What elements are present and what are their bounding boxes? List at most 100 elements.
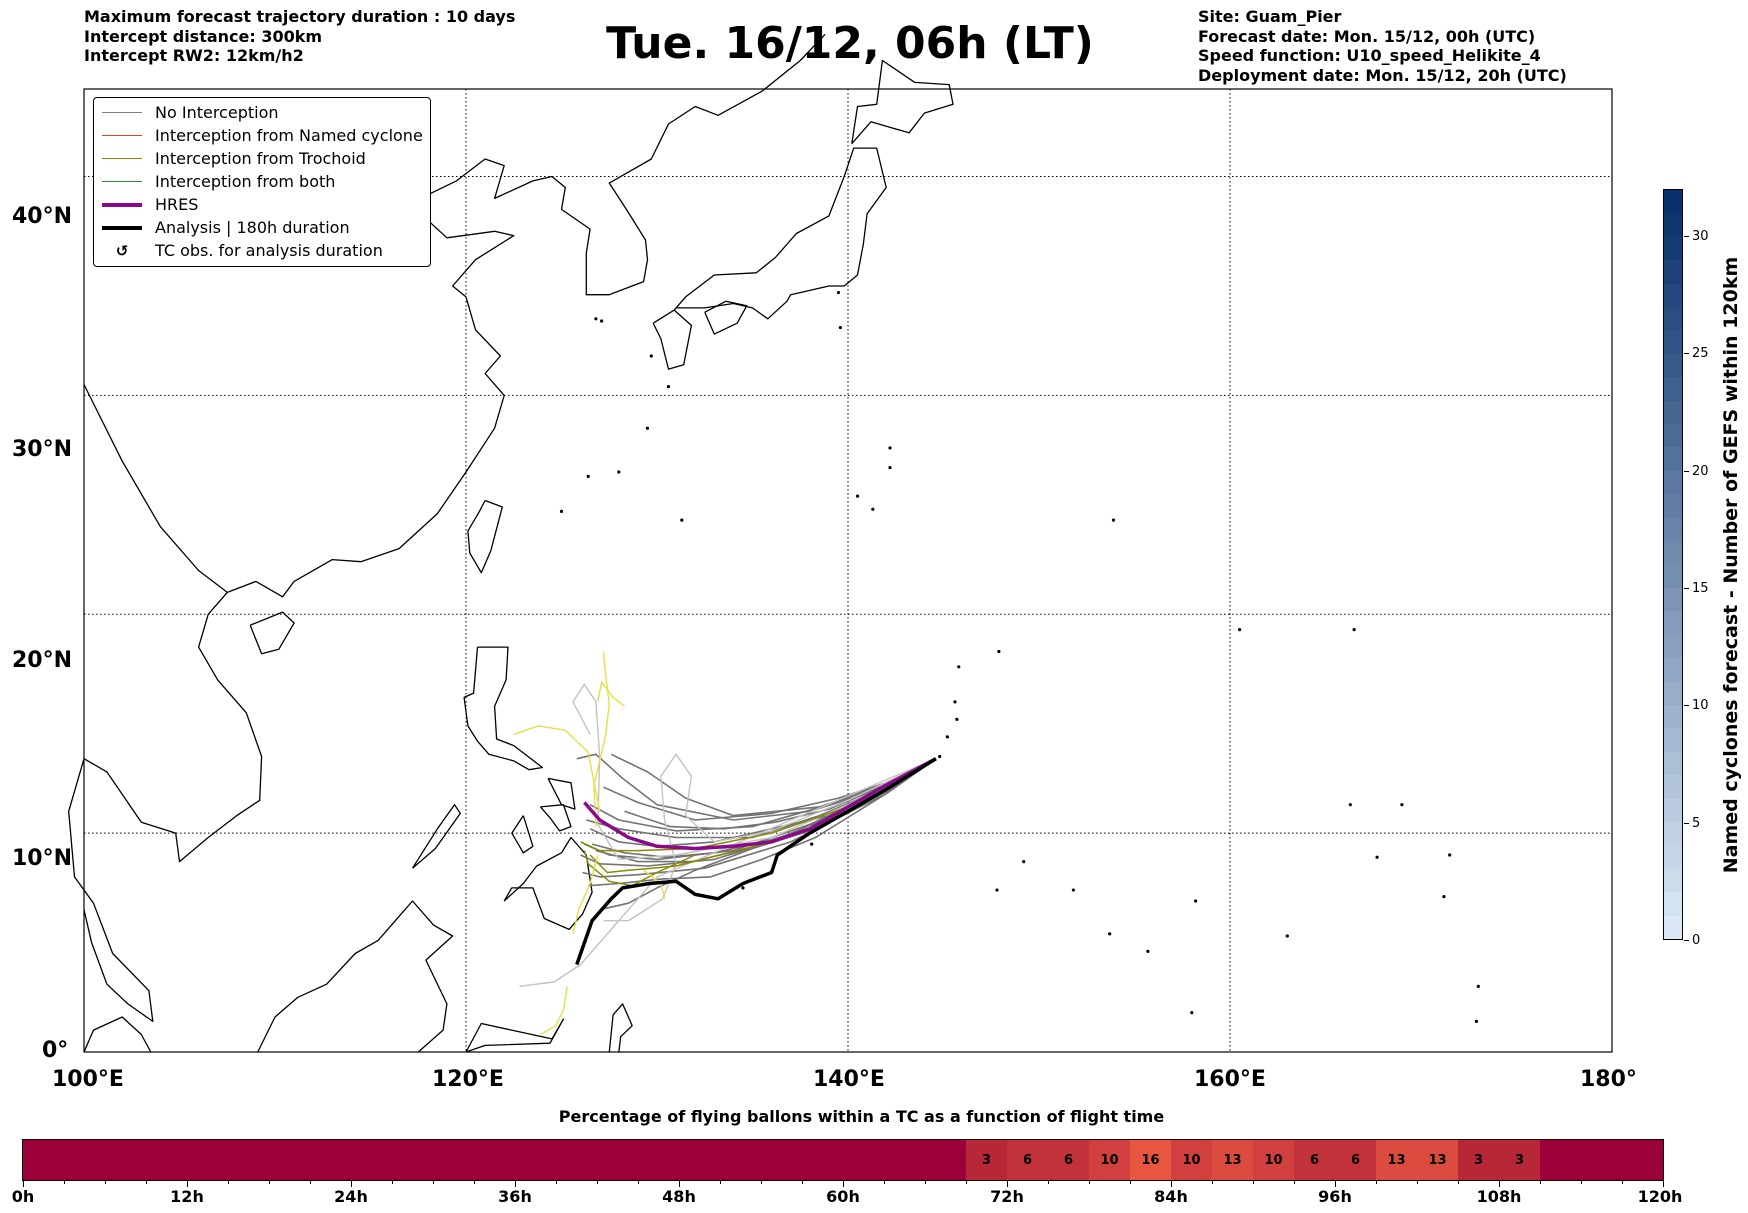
colorbar-segment xyxy=(1664,377,1682,401)
timebar-tick xyxy=(966,1181,967,1184)
legend-label: Interception from both xyxy=(155,172,336,191)
island-dot xyxy=(1108,932,1112,936)
header-left-line: Maximum forecast trajectory duration : 1… xyxy=(84,7,516,26)
legend-label: Interception from Named cyclone xyxy=(155,126,423,145)
lat-tick-label: 0° xyxy=(42,1038,69,1063)
island-dot xyxy=(1375,855,1379,859)
island-dot xyxy=(1022,859,1026,864)
timebar-tick xyxy=(1458,1181,1459,1184)
colorbar-segment xyxy=(1664,213,1682,237)
island-dot xyxy=(1448,853,1452,857)
timebar-bin xyxy=(1581,1140,1622,1180)
colorbar-segment xyxy=(1664,330,1682,354)
island-dot xyxy=(600,319,604,323)
no-interception-track xyxy=(588,758,937,887)
coastline-luzon xyxy=(463,646,544,771)
island-dot xyxy=(855,494,860,498)
colorbar-tick xyxy=(1684,235,1689,237)
timebar-bin xyxy=(802,1140,843,1180)
coastline-mindanao xyxy=(503,836,593,931)
coastline-halmahera xyxy=(608,1003,633,1053)
timebar-bin xyxy=(843,1140,884,1180)
timebar-bin xyxy=(556,1140,597,1180)
colorbar-segment xyxy=(1664,751,1682,776)
lon-tick-label: 100°E xyxy=(52,1067,124,1092)
coastline-palawan xyxy=(411,804,461,869)
timebar-tick-label: 84h xyxy=(1154,1187,1188,1206)
island-dot xyxy=(888,446,892,450)
lat-tick-label: 40°N xyxy=(12,204,73,229)
legend-label: TC obs. for analysis duration xyxy=(155,241,383,260)
timebar-bin: 6 xyxy=(1335,1140,1376,1180)
timebar-tick xyxy=(679,1181,680,1187)
timebar-tick xyxy=(720,1181,721,1184)
timebar-tick xyxy=(1253,1181,1254,1184)
timebar-tick xyxy=(105,1181,106,1184)
colorbar-segment xyxy=(1664,494,1682,518)
island-dot xyxy=(995,888,999,892)
hres-track xyxy=(583,757,937,851)
no-interception-track xyxy=(519,758,937,987)
timebar-bin xyxy=(679,1140,720,1180)
island-dot xyxy=(559,509,564,514)
colorbar-segment xyxy=(1664,400,1682,425)
timebar-tick-label: 48h xyxy=(662,1187,696,1206)
colorbar xyxy=(1663,189,1683,940)
colorbar-segment xyxy=(1664,634,1682,659)
timebar-tick xyxy=(1663,1181,1664,1187)
map-legend: No Interception Interception from Named … xyxy=(93,97,431,267)
colorbar-segment xyxy=(1664,517,1682,542)
legend-swatch xyxy=(102,111,142,114)
colorbar-tick xyxy=(1684,940,1689,941)
island-dot xyxy=(1071,888,1075,892)
legend-item: Interception from Named cyclone xyxy=(94,124,423,147)
no-interception-track xyxy=(572,683,937,861)
timebar-bin: 16 xyxy=(1130,1140,1171,1180)
timebar-bin xyxy=(392,1140,433,1180)
colorbar-segment xyxy=(1664,190,1682,214)
colorbar-segment xyxy=(1664,845,1682,869)
timebar-bin: 13 xyxy=(1417,1140,1458,1180)
island-dot xyxy=(888,466,892,470)
island-dot xyxy=(1146,949,1150,953)
colorbar-segment xyxy=(1664,447,1682,471)
island-dot xyxy=(1285,934,1289,938)
island-dot xyxy=(997,649,1001,654)
legend-swatch xyxy=(102,180,142,183)
cyclone-symbol-icon: ↺ xyxy=(115,241,129,260)
timebar-tick xyxy=(1540,1181,1541,1184)
timebar-tick xyxy=(1089,1181,1090,1184)
timebar-tick xyxy=(761,1181,762,1184)
island-dot xyxy=(953,700,957,704)
timebar-tick xyxy=(1130,1181,1131,1184)
header-left-line: Intercept distance: 300km xyxy=(84,26,323,46)
timebar-bin xyxy=(1622,1140,1663,1180)
timebar-tick xyxy=(23,1181,24,1187)
colorbar-segment xyxy=(1664,564,1682,588)
colorbar-segment xyxy=(1664,915,1682,939)
legend-swatch xyxy=(102,157,142,160)
colorbar-tick-label: 5 xyxy=(1692,815,1701,831)
colorbar-tick xyxy=(1684,353,1689,355)
island-dot xyxy=(1190,1011,1194,1015)
legend-label: Analysis | 180h duration xyxy=(155,218,350,237)
legend-item: No Interception xyxy=(94,101,279,124)
header-right-line: Site: Guam_Pier xyxy=(1198,7,1342,26)
colorbar-segment xyxy=(1664,236,1682,261)
legend-label: No Interception xyxy=(155,103,279,122)
timebar-tick xyxy=(1335,1181,1336,1187)
colorbar-segment xyxy=(1664,424,1682,448)
trochoid-interception-track xyxy=(572,854,599,934)
timebar-bin xyxy=(23,1140,64,1180)
island-dot xyxy=(1400,803,1404,807)
coastline-malay-peninsula xyxy=(68,758,154,1023)
island-dot xyxy=(617,470,621,474)
colorbar-segment xyxy=(1664,681,1682,705)
main-title: Tue. 16/12, 06h (LT) xyxy=(606,18,1094,69)
timebar-tick-label: 12h xyxy=(170,1187,204,1206)
coastline-sulawesi xyxy=(465,1018,565,1053)
timebar-bin: 10 xyxy=(1253,1140,1294,1180)
island-dot xyxy=(871,507,875,511)
coastline-shikoku xyxy=(704,300,748,335)
